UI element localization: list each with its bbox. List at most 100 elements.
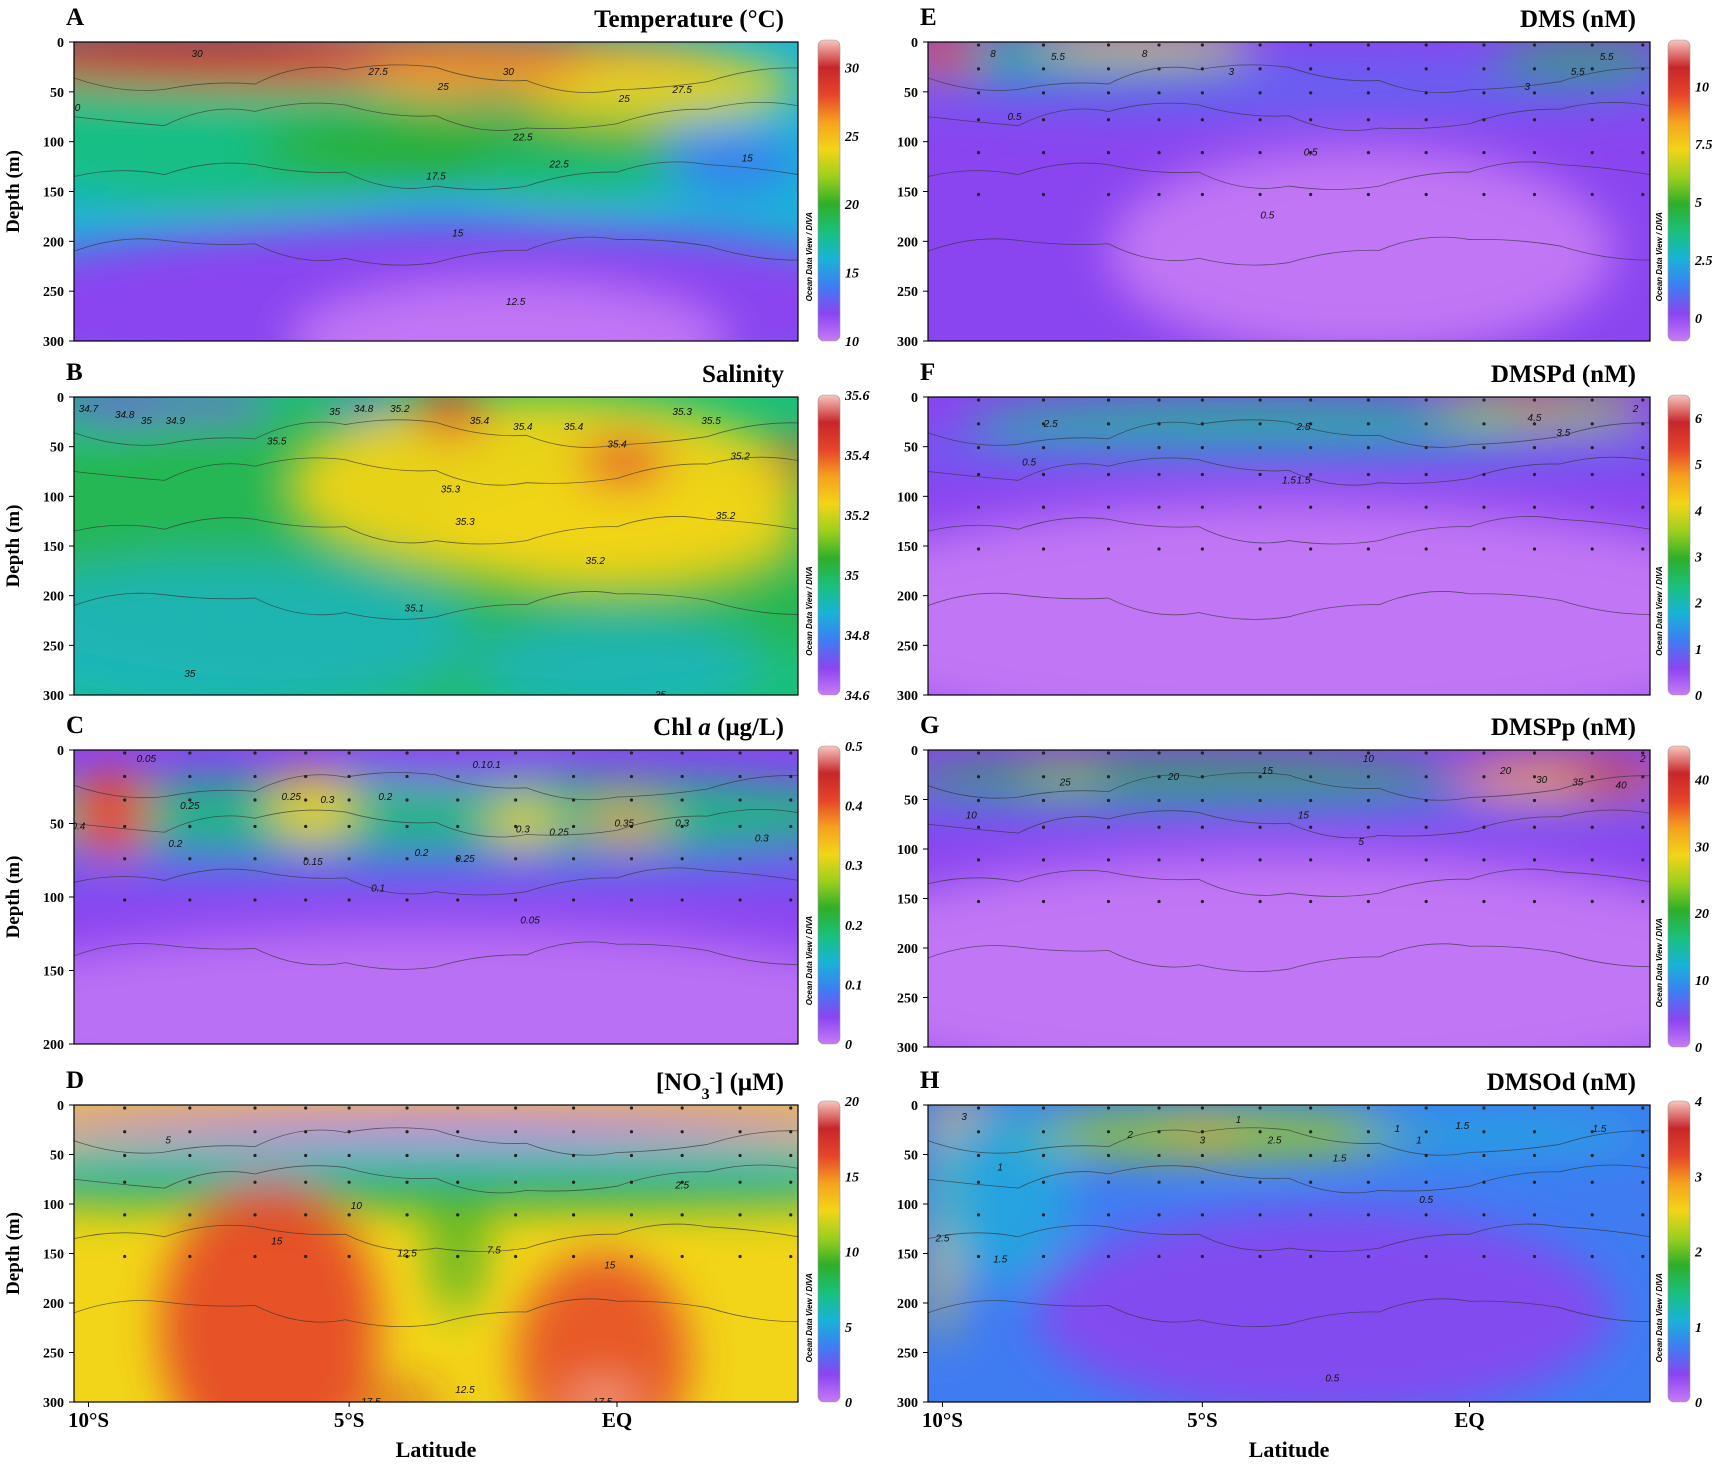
station-dot (1157, 472, 1161, 477)
station-dot (1258, 118, 1262, 122)
station-dot (1424, 446, 1428, 450)
station-dot (253, 824, 257, 829)
contour-label: 35.3 (441, 484, 461, 495)
contour-line (74, 236, 798, 266)
x-axis-label: Latitude (1249, 1437, 1330, 1462)
contour-label: 15 (1262, 766, 1274, 777)
contour-line (74, 516, 798, 545)
y-tick-label: 50 (50, 441, 64, 456)
station-dot (123, 1254, 127, 1259)
contour-label: 4.5 (1528, 413, 1542, 424)
station-dot (1366, 91, 1371, 95)
station-dot (789, 1213, 793, 1217)
contour-line (74, 101, 798, 131)
station-dot (1309, 422, 1313, 426)
station-dot (1106, 1254, 1111, 1259)
y-axis-label: Depth (m) (3, 1212, 24, 1295)
contour-label: 15 (604, 1260, 616, 1271)
y-tick-label: 0 (57, 391, 64, 406)
contour-label: 27.5 (367, 67, 388, 78)
field-c: 0.050.10.10.250.25 0.3 0.20.3 0.250.35 0.30.… (74, 750, 798, 1044)
station-dot (680, 1180, 684, 1184)
station-dot (1041, 422, 1046, 426)
station-dot (680, 1153, 684, 1158)
colorbar-tick-label: 35.2 (844, 509, 870, 524)
contour-label: 17.5 (593, 1397, 613, 1408)
field-patch (928, 56, 1650, 117)
field-patch (472, 620, 762, 695)
contour-label: 1.5 (1296, 475, 1310, 486)
station-dot (1641, 1130, 1645, 1134)
station-dot (738, 1130, 742, 1134)
contour-label: 15 (742, 154, 754, 165)
contour-label: 1 (1416, 1136, 1422, 1147)
station-dot (1424, 825, 1428, 829)
station-dot (456, 751, 460, 755)
station-dot (629, 1153, 634, 1158)
station-dot (629, 751, 634, 755)
station-dot (1041, 118, 1046, 122)
contour-label: 35 (1572, 778, 1584, 789)
station-dot (1157, 67, 1161, 71)
contour-label: 35.5 (701, 416, 721, 427)
field-patch (428, 1194, 487, 1313)
station-dot (1482, 1106, 1486, 1110)
contour-label: 0.1 (371, 883, 385, 894)
field-patch (769, 438, 798, 475)
station-dot (738, 774, 742, 779)
contour-label: 5 (1358, 837, 1364, 848)
station-dot (1309, 43, 1313, 47)
station-dot (1200, 1213, 1204, 1217)
station-dot (1157, 825, 1161, 829)
station-dot (1309, 151, 1313, 155)
station-dot (738, 898, 742, 902)
field-patch (74, 770, 147, 859)
y-axis-label: Depth (m) (3, 505, 24, 588)
contour-label: 0.3 (320, 795, 334, 806)
station-dot (405, 1254, 409, 1259)
station-dot (1258, 1130, 1262, 1134)
station-dot (1641, 422, 1645, 426)
colorbar-tick-label: 0 (1695, 689, 1702, 704)
contour-label: 0.1 (472, 760, 486, 771)
station-dot (188, 1106, 192, 1110)
station-dot (188, 898, 192, 902)
station-dot (1532, 67, 1537, 71)
colorbar-tick-label: 0 (1695, 1396, 1702, 1411)
y-tick-label: 200 (897, 590, 918, 605)
station-dot (976, 422, 981, 426)
y-tick-label: 100 (897, 1198, 918, 1213)
station-dot (1157, 505, 1161, 509)
y-tick-label: 0 (911, 36, 918, 51)
station-dot (347, 824, 351, 829)
panel-h: 3 1 2 3 2.5 1.5 1 1 1.5 1.5 1 0.5 2.5 1.5 0.5 0 50 100 150… (897, 1067, 1702, 1462)
station-dot (347, 1180, 351, 1184)
contour-label: 3 (961, 1112, 967, 1123)
colorbar-tick-label: 25 (844, 130, 859, 145)
station-dot (1424, 751, 1428, 755)
contour-label: 0.2 (415, 848, 429, 859)
station-dot (1482, 91, 1486, 95)
contour-label: 35 (329, 407, 341, 418)
station-dot (1309, 825, 1313, 829)
station-dot (123, 1213, 127, 1217)
station-dot (1532, 151, 1537, 155)
station-dot (571, 1130, 576, 1134)
colorbar-tick-label: 0.1 (845, 978, 863, 993)
station-dot (1258, 1213, 1262, 1217)
station-dot (738, 1153, 742, 1158)
station-dot (253, 1254, 257, 1259)
station-dot (680, 1130, 684, 1134)
panel-title: DMSPp (nM) (1491, 714, 1636, 741)
station-dot (456, 798, 460, 802)
station-dot (1482, 899, 1486, 904)
contour-label: 2 (1632, 404, 1639, 415)
station-dot (1424, 43, 1428, 47)
station-dot (1258, 192, 1262, 197)
y-tick-label: 150 (43, 1248, 64, 1263)
contour-label: 30 (192, 49, 204, 60)
station-dot (1482, 798, 1486, 803)
y-tick-label: 0 (57, 36, 64, 51)
station-dot (1424, 1130, 1428, 1134)
station-dot (123, 1180, 127, 1184)
